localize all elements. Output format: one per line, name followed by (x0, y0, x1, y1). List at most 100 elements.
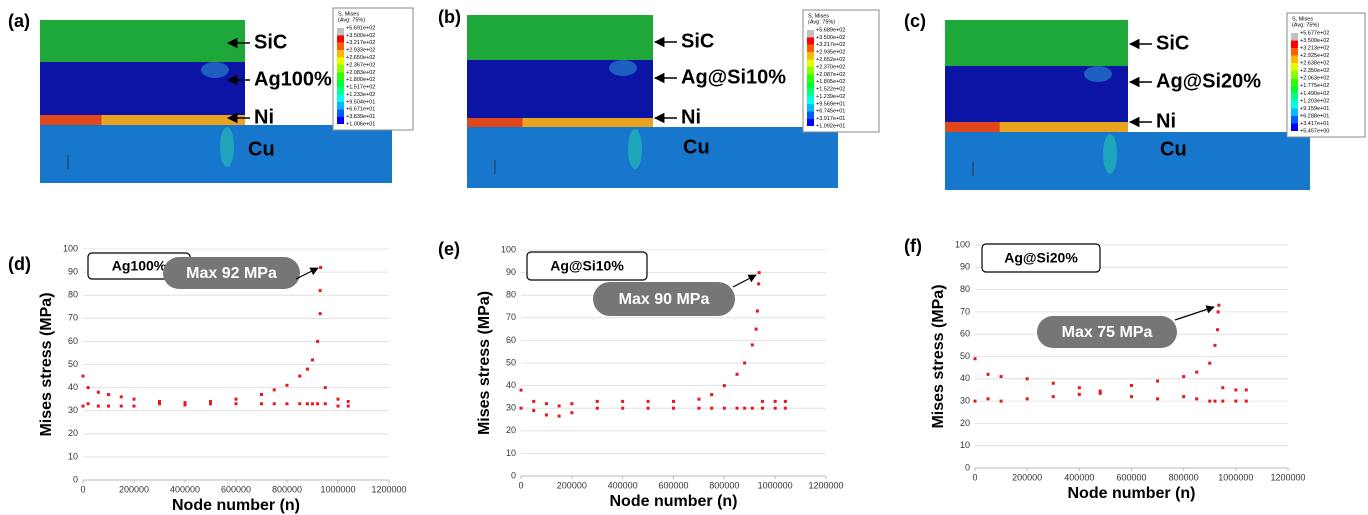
legend-value: +2.652e+02 (816, 57, 845, 63)
data-point (107, 405, 110, 408)
legend-band (1291, 101, 1298, 109)
legend-value: +1.233e+02 (346, 92, 375, 98)
data-point (120, 395, 123, 398)
legend-value: +2.638e+02 (1300, 61, 1329, 67)
data-point (1026, 377, 1029, 380)
data-point (306, 368, 309, 371)
x-tick-label: 1000000 (1218, 472, 1253, 482)
y-tick-label: 60 (506, 335, 516, 345)
legend-band (807, 37, 814, 44)
y-tick-label: 10 (68, 451, 78, 461)
legend-band (1291, 116, 1298, 124)
inset-label: Ag@Si10% (550, 258, 624, 274)
legend-band (807, 89, 814, 96)
data-point (273, 388, 276, 391)
y-tick-label: 90 (68, 266, 78, 276)
x-axis-label: Node number (n) (1068, 485, 1196, 502)
legend-band (807, 82, 814, 89)
y-tick-label: 30 (960, 395, 970, 405)
y-tick-label: 50 (68, 359, 78, 369)
legend-band (1291, 78, 1298, 86)
data-point (1052, 395, 1055, 398)
data-point (1217, 304, 1220, 307)
data-point (596, 400, 599, 403)
stress-lobe (609, 60, 637, 76)
panel-label: (c) (904, 11, 926, 31)
data-point (1182, 375, 1185, 378)
data-point (570, 402, 573, 405)
legend-value: +5.691e+02 (346, 25, 375, 31)
data-point (545, 413, 548, 416)
data-point (974, 400, 977, 403)
layer-label: Ni (254, 106, 274, 128)
data-point (120, 405, 123, 408)
legend-band (337, 43, 344, 50)
legend-value: +6.671e+01 (346, 107, 375, 113)
legend-band (337, 72, 344, 79)
x-tick-label: 800000 (709, 480, 739, 490)
data-point (697, 398, 700, 401)
data-point (736, 373, 739, 376)
data-point (723, 384, 726, 387)
data-point (1221, 400, 1224, 403)
data-point (1000, 375, 1003, 378)
data-point (558, 415, 561, 418)
data-point (710, 393, 713, 396)
y-tick-label: 50 (960, 351, 970, 361)
x-tick-label: 800000 (272, 484, 302, 494)
x-tick-label: 0 (972, 472, 977, 482)
legend-value: +3.917e+01 (816, 116, 845, 122)
y-tick-label: 90 (506, 267, 516, 277)
data-point (1156, 380, 1159, 383)
layer-label: Cu (1160, 138, 1187, 160)
legend-band (1291, 86, 1298, 94)
legend-subtitle: (Avg: 75%) (1292, 22, 1319, 28)
data-point (1221, 386, 1224, 389)
data-point (1130, 395, 1133, 398)
legend-value: +5.677e+02 (1300, 30, 1329, 36)
y-tick-label: 100 (501, 244, 516, 254)
sic-region (467, 15, 653, 60)
data-point (758, 271, 761, 274)
y-tick-label: 40 (68, 382, 78, 392)
cu-region (40, 125, 392, 183)
data-point (184, 403, 187, 406)
data-point (520, 389, 523, 392)
y-tick-label: 30 (68, 405, 78, 415)
legend-band (1291, 48, 1298, 56)
y-tick-label: 70 (960, 306, 970, 316)
stress-lobe (628, 129, 642, 169)
y-tick-label: 0 (965, 462, 970, 472)
cu-region (945, 132, 1310, 190)
x-tick-label: 400000 (1064, 472, 1094, 482)
x-tick-label: 200000 (1012, 472, 1042, 482)
y-tick-label: 10 (506, 448, 516, 458)
legend-band (807, 52, 814, 59)
layer-label: Ag@Si10% (681, 66, 786, 88)
data-point (107, 393, 110, 396)
y-tick-label: 60 (960, 329, 970, 339)
inset-label: Ag100% (112, 258, 167, 274)
data-point (757, 282, 760, 285)
layer-label: Ni (1156, 110, 1176, 132)
legend-subtitle: (Avg: 75%) (808, 19, 835, 25)
annotation-arrow (733, 275, 756, 287)
y-axis-label: Mises stress (MPa) (930, 284, 947, 428)
stress-lobe (1103, 134, 1117, 174)
data-point (316, 340, 319, 343)
data-point (235, 398, 238, 401)
data-point (1216, 328, 1219, 331)
x-tick-label: 0 (518, 480, 523, 490)
data-point (570, 411, 573, 414)
data-point (324, 402, 327, 405)
data-point (743, 362, 746, 365)
legend-band (807, 74, 814, 81)
legend-value: +5.689e+02 (816, 27, 845, 33)
data-point (1213, 400, 1216, 403)
legend-band (1291, 33, 1298, 41)
legend-value: +1.805e+02 (816, 79, 845, 85)
legend-band (337, 94, 344, 101)
data-point (784, 400, 787, 403)
legend-band (807, 96, 814, 103)
layer-label: Ag100% (254, 68, 332, 90)
